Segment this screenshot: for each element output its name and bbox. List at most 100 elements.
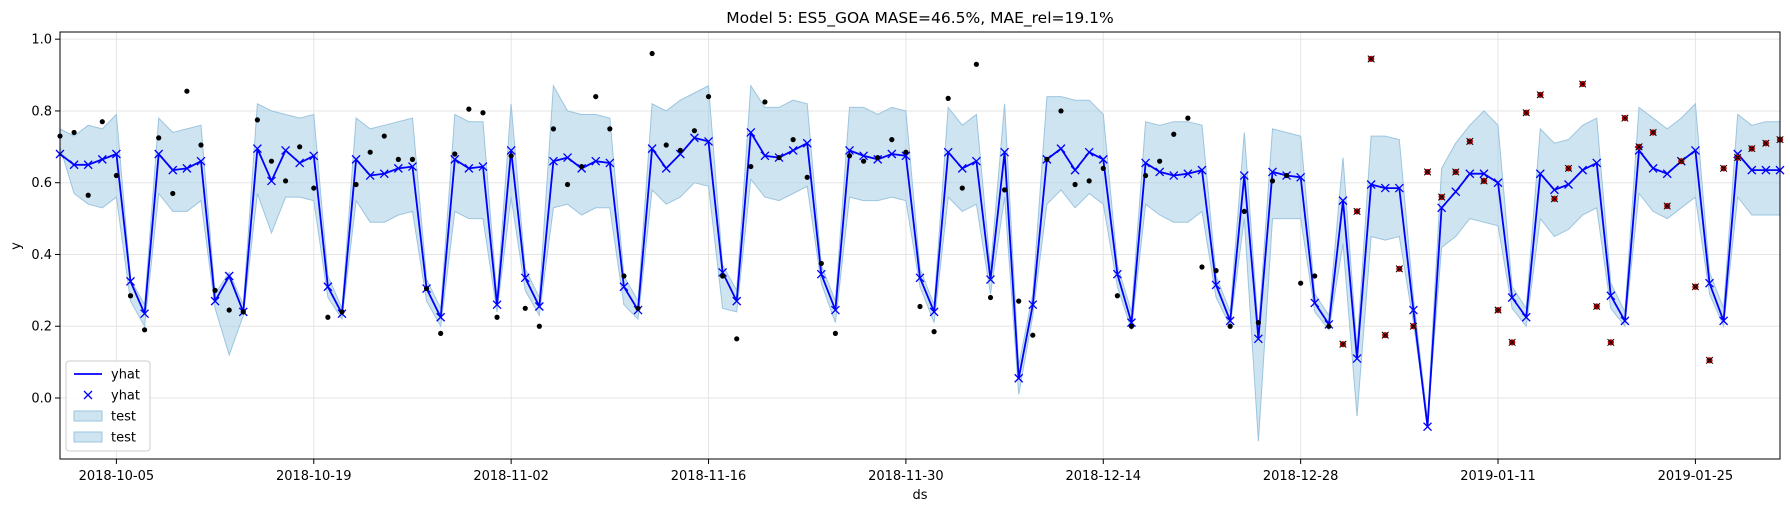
observed-point bbox=[748, 163, 754, 170]
observed-point bbox=[141, 327, 148, 333]
yhat-marker bbox=[126, 276, 135, 286]
yhat-marker bbox=[1747, 165, 1757, 175]
observed-points bbox=[57, 50, 1784, 364]
y-tick-label: 1.0 bbox=[31, 33, 52, 48]
test-actual-marker bbox=[1578, 80, 1587, 88]
yhat-marker bbox=[351, 154, 361, 164]
observed-point bbox=[1326, 323, 1332, 329]
yhat-marker bbox=[1535, 169, 1545, 179]
observed-point bbox=[861, 158, 867, 164]
yhat-marker bbox=[182, 163, 192, 173]
yhat-marker bbox=[1521, 312, 1531, 322]
yhat-marker bbox=[732, 296, 742, 306]
observed-point bbox=[677, 147, 683, 154]
yhat-marker bbox=[1437, 203, 1447, 213]
yhat-marker bbox=[1592, 158, 1602, 168]
yhat-marker bbox=[281, 145, 291, 155]
observed-point bbox=[1283, 172, 1290, 179]
observed-point bbox=[85, 192, 91, 198]
yhat-marker bbox=[1451, 187, 1461, 197]
yhat-marker bbox=[1127, 318, 1136, 328]
yhat-marker bbox=[1014, 373, 1024, 383]
forecast-series bbox=[55, 128, 1785, 432]
yhat-marker bbox=[210, 296, 220, 306]
yhat-marker bbox=[619, 282, 629, 292]
x-tick-label: 2018-11-16 bbox=[671, 469, 747, 484]
observed-point bbox=[1255, 320, 1261, 326]
yhat-marker bbox=[478, 162, 488, 172]
test-actual-marker bbox=[1339, 340, 1347, 348]
observed-point bbox=[268, 158, 275, 164]
observed-point bbox=[339, 309, 345, 315]
legend-marker-swatch bbox=[83, 390, 93, 400]
yhat-marker bbox=[365, 171, 375, 180]
legend-band-swatch bbox=[73, 410, 103, 422]
yhat-marker bbox=[69, 160, 79, 170]
yhat-marker bbox=[929, 307, 939, 317]
yhat-marker bbox=[1761, 165, 1771, 175]
y-tick-label: 0.2 bbox=[31, 320, 52, 335]
yhat-marker bbox=[393, 163, 403, 173]
yhat-marker bbox=[1705, 278, 1714, 288]
observed-point bbox=[1058, 108, 1064, 114]
yhat-marker bbox=[760, 151, 770, 161]
y-tick-label: 0.6 bbox=[31, 176, 52, 191]
yhat-marker bbox=[1310, 298, 1320, 308]
yhat-marker bbox=[845, 145, 854, 155]
yhat-marker bbox=[379, 169, 389, 179]
observed-point bbox=[99, 119, 105, 125]
observed-point bbox=[607, 126, 613, 132]
yhat-marker bbox=[1479, 169, 1489, 179]
yhat-marker bbox=[1084, 147, 1094, 157]
observed-point bbox=[494, 314, 500, 320]
observed-point bbox=[353, 181, 359, 188]
yhat-marker bbox=[1493, 178, 1503, 188]
x-tick-label: 2018-10-05 bbox=[79, 469, 155, 484]
yhat-marker bbox=[506, 145, 516, 155]
yhat-marker bbox=[1239, 171, 1249, 180]
observed-point bbox=[1227, 323, 1233, 329]
yhat-marker bbox=[901, 151, 911, 161]
yhat-marker bbox=[1056, 144, 1066, 154]
test-actual-marker bbox=[1734, 153, 1742, 162]
test-actual-marker bbox=[1466, 137, 1474, 146]
observed-point bbox=[705, 93, 712, 100]
yhat-marker bbox=[746, 128, 756, 137]
yhat-marker bbox=[111, 149, 121, 159]
yhat-marker bbox=[675, 149, 685, 159]
observed-point bbox=[1016, 298, 1022, 304]
observed-point bbox=[903, 149, 909, 155]
test-actual-marker bbox=[1635, 143, 1643, 151]
test-actual-marker bbox=[1423, 168, 1432, 176]
observed-point bbox=[1298, 280, 1304, 286]
test-actual-marker bbox=[1550, 195, 1559, 203]
yhat-marker bbox=[986, 275, 995, 285]
observed-point bbox=[1241, 208, 1247, 215]
yhat-marker bbox=[1394, 183, 1404, 193]
yhat-marker bbox=[1719, 316, 1729, 326]
legend-label: yhat bbox=[111, 389, 140, 404]
yhat-marker bbox=[1112, 269, 1122, 279]
observed-point bbox=[113, 172, 119, 179]
chart-title: Model 5: ES5_GOA MASE=46.5%, MAE_rel=19.… bbox=[726, 9, 1114, 28]
y-tick-label: 0.0 bbox=[31, 392, 52, 407]
test-actual-marker bbox=[1452, 168, 1460, 176]
observed-point bbox=[593, 93, 599, 100]
yhat-marker bbox=[436, 312, 446, 322]
x-tick-label: 2019-01-25 bbox=[1658, 469, 1734, 484]
yhat-marker bbox=[1211, 280, 1221, 290]
observed-point bbox=[720, 273, 726, 279]
test-actual-marker bbox=[1621, 114, 1629, 122]
test-actual-marker bbox=[1607, 338, 1615, 347]
test-actual-marker bbox=[1409, 322, 1418, 330]
observed-point bbox=[649, 50, 655, 57]
observed-point bbox=[734, 336, 740, 342]
yhat-marker bbox=[1564, 180, 1573, 189]
yhat-marker bbox=[1155, 167, 1165, 177]
observed-point bbox=[776, 154, 782, 161]
yhat-marker bbox=[464, 163, 474, 173]
yhat-marker bbox=[689, 133, 699, 143]
yhat-marker bbox=[1028, 300, 1038, 310]
yhat-marker bbox=[887, 149, 897, 159]
yhat-marker bbox=[1141, 158, 1151, 168]
